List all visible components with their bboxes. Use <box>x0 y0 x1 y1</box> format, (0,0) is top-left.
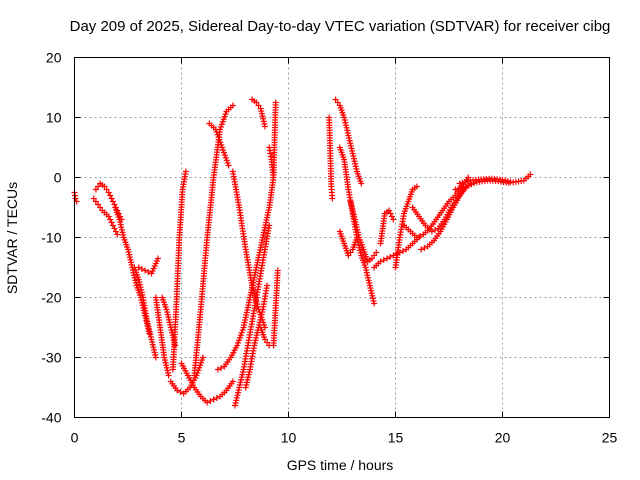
data-point-arc-f <box>145 269 152 275</box>
data-point-arc-ae <box>418 246 425 253</box>
data-point-arc-b <box>110 198 117 205</box>
data-point-arc-ag <box>457 185 464 191</box>
data-point-arc-b <box>107 192 114 199</box>
data-point-arc-n <box>254 303 261 310</box>
data-point-arc-af <box>456 180 463 187</box>
data-point-arc-j <box>177 389 184 395</box>
data-point-arc-b <box>111 201 118 208</box>
data-point-arc-f <box>138 266 145 272</box>
data-point-arc-a <box>72 195 79 202</box>
data-point-arc-c <box>107 216 114 223</box>
data-point-arc-k <box>204 399 211 406</box>
data-point-arc-ag <box>465 182 472 189</box>
y-tick-label: -20 <box>41 290 61 306</box>
data-point-arc-ag <box>463 183 470 190</box>
data-point-arc-ag <box>505 179 512 186</box>
data-point-arc-af <box>527 171 534 178</box>
data-point-arc-z <box>383 255 390 262</box>
data-point-arc-ag <box>471 180 478 187</box>
data-point-arc-t <box>274 267 281 274</box>
data-point-arc-s <box>272 99 279 106</box>
data-point-arc-af <box>459 179 466 186</box>
data-point-arc-k <box>229 378 236 385</box>
data-point-arc-c <box>114 231 121 238</box>
data-point-arc-ag <box>455 185 462 192</box>
data-point-arc-y <box>373 249 380 256</box>
y-tick-label: -30 <box>41 350 61 366</box>
y-tick-label: 20 <box>46 50 62 66</box>
data-point-arc-i <box>182 168 189 175</box>
y-tick-label: -40 <box>41 410 61 426</box>
data-point-arc-m <box>225 162 232 169</box>
data-markers <box>71 96 534 409</box>
data-point-arc-r <box>264 282 271 289</box>
data-point-arc-e <box>152 354 159 361</box>
data-point-arc-k <box>213 395 220 401</box>
data-point-arc-af <box>464 178 471 185</box>
y-tick-label: 10 <box>46 110 62 126</box>
x-tick-label: 25 <box>602 430 618 446</box>
grid-lines <box>74 57 610 418</box>
data-point-arc-ab <box>413 183 420 190</box>
data-point-arc-l <box>229 102 236 109</box>
data-point-arc-c <box>112 228 119 235</box>
data-point-arc-u <box>329 195 336 202</box>
y-tick-label: -10 <box>41 230 61 246</box>
x-tick-label: 10 <box>281 430 297 446</box>
data-point-arc-ag <box>468 181 475 188</box>
data-point-arc-p <box>218 365 225 371</box>
data-point-arc-aa <box>388 213 395 220</box>
data-point-arc-ag <box>452 186 459 193</box>
data-point-arc-n <box>251 290 258 297</box>
data-point-arc-ad <box>428 228 435 235</box>
data-point-arc-af <box>462 179 469 185</box>
data-point-arc-w <box>371 300 378 307</box>
data-point-arc-aa <box>390 216 397 223</box>
chart-title: Day 209 of 2025, Sidereal Day-to-day VTE… <box>70 18 611 35</box>
data-point-arc-ae <box>421 245 428 251</box>
data-point-arc-v <box>358 180 365 187</box>
data-point-arc-k <box>210 396 217 403</box>
data-point-arc-f <box>142 267 149 274</box>
data-point-arc-q <box>261 123 268 130</box>
data-point-arc-ac <box>417 233 424 239</box>
x-axis-label: GPS time / hours <box>287 457 394 473</box>
data-point-arc-j <box>174 387 181 394</box>
data-point-arc-k <box>207 398 214 404</box>
x-tick-label: 0 <box>71 430 79 446</box>
x-tick-label: 15 <box>388 430 404 446</box>
data-point-arc-z <box>380 257 387 263</box>
x-tick-label: 5 <box>178 430 186 446</box>
data-point-arc-g <box>165 372 172 379</box>
data-point-arc-f <box>154 255 161 262</box>
y-axis-label: SDTVAR / TECUs <box>4 182 20 294</box>
data-point-arc-ag <box>460 184 467 191</box>
data-point-arc-z <box>387 254 394 260</box>
y-tick-label: 0 <box>54 170 62 186</box>
x-tick-label: 20 <box>495 430 511 446</box>
data-point-arc-z <box>399 248 406 254</box>
data-point-arc-b <box>108 195 115 202</box>
data-point-arc-c <box>110 222 117 229</box>
data-point-arc-ac <box>413 234 420 241</box>
data-point-arc-p <box>214 366 221 373</box>
data-point-arc-c <box>111 225 118 232</box>
data-point-arc-z <box>377 258 384 265</box>
data-point-arc-c <box>108 219 115 226</box>
data-point-arc-f <box>135 264 142 271</box>
data-point-arc-j <box>199 354 206 361</box>
plot-frame <box>74 57 610 418</box>
data-point-arc-ad <box>432 227 439 233</box>
